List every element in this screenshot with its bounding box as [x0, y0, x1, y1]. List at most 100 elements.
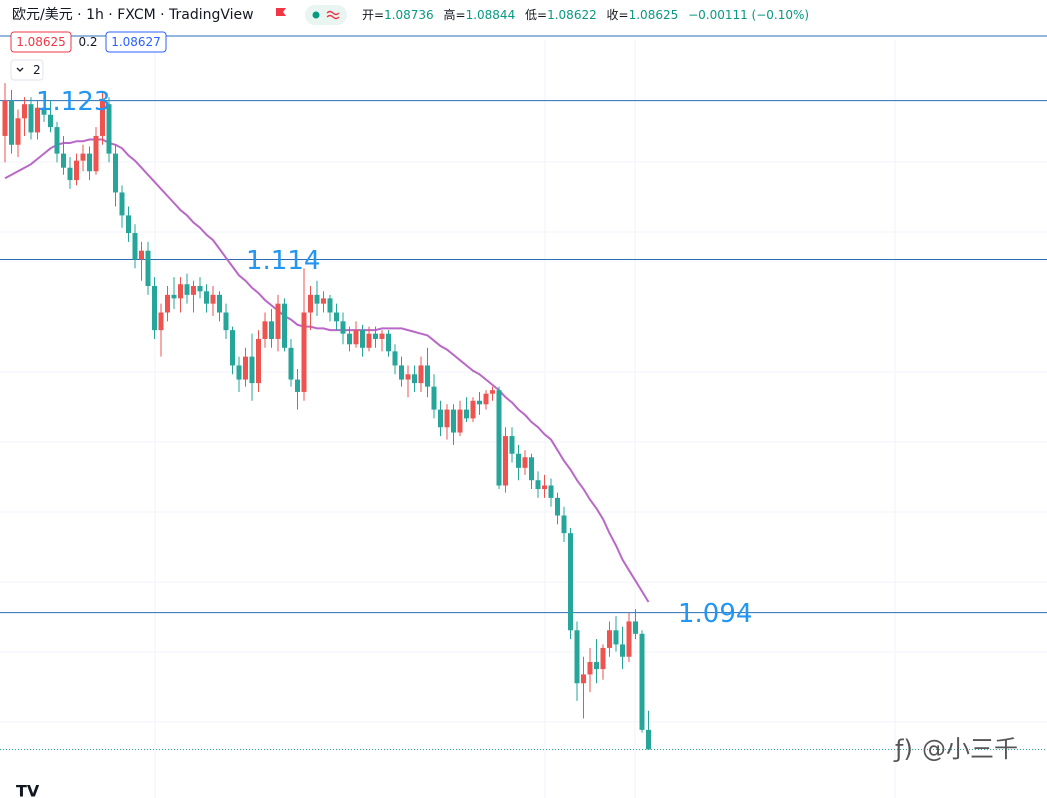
candle-body	[509, 436, 515, 454]
candle-body	[464, 409, 469, 419]
candle-body	[288, 347, 294, 380]
ohlc-value: 1.08625	[629, 8, 679, 22]
candle-body	[496, 390, 502, 486]
ohlc-value: 1.08844	[466, 8, 516, 22]
candle-body	[9, 100, 14, 145]
ohlc-legend: 开=1.08736 高=1.08844 低=1.08622 收=1.08625 …	[362, 7, 809, 22]
candle-body	[204, 291, 209, 304]
candle-body	[438, 409, 443, 428]
candle-body	[165, 294, 170, 313]
candle-body	[613, 630, 619, 645]
candle-body	[451, 409, 456, 433]
candle-body	[178, 284, 183, 299]
candle-body	[542, 485, 547, 490]
ask-box[interactable]	[105, 31, 167, 53]
candle-body	[262, 321, 268, 339]
candle-body	[418, 365, 424, 384]
bid-box[interactable]	[10, 31, 72, 53]
candle-body	[282, 303, 287, 348]
tv-logo: TV	[16, 782, 40, 798]
candle-body	[327, 298, 333, 313]
candle-body	[119, 192, 125, 216]
candle-body	[152, 286, 157, 331]
candle-body	[353, 330, 359, 345]
candle-body	[568, 533, 573, 631]
flag-icon[interactable]	[276, 8, 286, 16]
candle-body	[392, 351, 398, 366]
candle-body	[639, 633, 645, 730]
candle-body	[373, 333, 378, 339]
chevron-icon	[16, 67, 24, 72]
candle-body	[74, 160, 79, 181]
candle-body	[347, 333, 352, 345]
ohlc-label: 开=	[362, 8, 384, 22]
candle-body	[145, 250, 151, 287]
candle-body	[191, 286, 196, 295]
ask-price: 1.08627	[111, 35, 161, 49]
ohlc-change: −0.00111 (−0.10%)	[688, 8, 809, 22]
candle-body	[477, 400, 482, 405]
candle-body	[457, 409, 463, 433]
candle-body	[360, 330, 365, 348]
candle-body	[256, 338, 261, 384]
candle-body	[158, 312, 164, 331]
candle-body	[516, 453, 521, 468]
candle-body	[106, 104, 112, 154]
candle-body	[249, 356, 255, 384]
candle-body	[2, 100, 8, 136]
candle-body	[405, 374, 411, 380]
candle-body	[197, 286, 203, 292]
candle-body	[522, 457, 528, 468]
candle-body	[15, 118, 21, 145]
candle-body	[386, 333, 391, 352]
chart-title: 欧元/美元 · 1h · FXCM · TradingView	[12, 7, 254, 23]
candle-body	[217, 294, 222, 313]
level-label: 1.114	[246, 246, 320, 276]
candle-body	[561, 515, 567, 534]
grid	[0, 40, 1047, 798]
candle-body	[587, 662, 593, 675]
candle-body	[236, 365, 242, 380]
candle-body	[61, 153, 66, 168]
status-pill[interactable]	[305, 5, 347, 25]
candle-body	[230, 330, 235, 366]
ma-line	[4, 138, 650, 603]
candle-body	[308, 294, 313, 313]
spread: 0.2	[78, 35, 97, 49]
candle-body	[470, 400, 476, 419]
candle-body	[574, 630, 580, 684]
indicator-toggle[interactable]	[10, 59, 44, 81]
level-label: 1.123	[36, 87, 110, 117]
candle-body	[35, 107, 40, 133]
candle-body	[425, 365, 430, 387]
candle-body	[379, 333, 385, 339]
candle-body	[548, 485, 554, 498]
candle-body	[54, 127, 60, 154]
candle-body	[28, 104, 34, 133]
candle-body	[535, 480, 541, 490]
indicator-count: 2	[33, 63, 41, 77]
candle-body	[269, 321, 274, 339]
candle-body	[93, 135, 99, 172]
candle-body	[620, 644, 625, 657]
ohlc-label: 高=	[444, 7, 466, 22]
candle-body	[555, 497, 560, 516]
level-label: 1.094	[678, 599, 752, 629]
plot	[0, 82, 1047, 750]
candle-body	[67, 167, 73, 181]
candle-body	[48, 114, 53, 128]
candle-body	[139, 250, 144, 260]
ohlc-value: 1.08622	[547, 8, 597, 22]
candle-body	[581, 674, 586, 684]
candle-body	[184, 284, 190, 295]
candle-body	[633, 621, 638, 634]
candle-body	[626, 621, 632, 657]
candle-body	[412, 374, 417, 384]
ohlc-value: 1.08736	[384, 8, 434, 22]
candle-body	[87, 153, 92, 172]
candle-body	[321, 298, 326, 304]
candle-body	[22, 104, 27, 119]
candle-body	[607, 630, 612, 648]
candle-body	[223, 312, 229, 331]
